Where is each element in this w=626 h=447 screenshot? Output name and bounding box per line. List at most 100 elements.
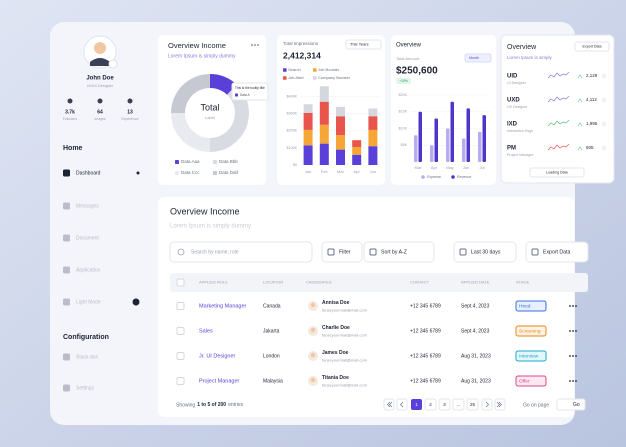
row-menu-dot[interactable] bbox=[575, 330, 577, 332]
menu-dot bbox=[257, 44, 259, 46]
location: Jakarta bbox=[263, 328, 280, 334]
filter-button[interactable] bbox=[321, 241, 363, 263]
loading-button[interactable] bbox=[529, 167, 585, 178]
go-input[interactable] bbox=[556, 398, 586, 411]
row-menu-dot[interactable] bbox=[572, 355, 574, 357]
export-button[interactable] bbox=[574, 41, 610, 52]
page-number: 25 bbox=[470, 402, 476, 407]
row-menu-dot[interactable] bbox=[575, 380, 577, 382]
row-checkbox[interactable] bbox=[176, 352, 185, 360]
range-icon bbox=[459, 248, 467, 256]
page-nav[interactable] bbox=[494, 398, 506, 411]
export-button[interactable] bbox=[525, 241, 589, 263]
role-code: IXD bbox=[507, 122, 518, 128]
row-menu-dot[interactable] bbox=[572, 380, 574, 382]
sort-button[interactable] bbox=[363, 241, 435, 263]
tooltip-swatch bbox=[235, 93, 238, 97]
page-button[interactable] bbox=[411, 399, 422, 410]
column-header: STAGE bbox=[516, 280, 530, 285]
y-tick-label: $200K bbox=[287, 129, 298, 133]
donut-sublabel: Label bbox=[205, 115, 215, 120]
page-nav[interactable] bbox=[383, 398, 395, 411]
row-menu-dot[interactable] bbox=[575, 305, 577, 307]
contact: +12 345 6789 bbox=[410, 303, 441, 309]
location: Malaysia bbox=[263, 378, 283, 384]
page-button[interactable] bbox=[452, 398, 465, 411]
nav-item[interactable]: Application bbox=[76, 267, 101, 273]
bar bbox=[462, 138, 466, 162]
nav-item[interactable]: Light Mode bbox=[76, 299, 101, 305]
row-menu-dot[interactable] bbox=[569, 305, 571, 307]
nav-item[interactable]: Stack.don bbox=[76, 354, 98, 360]
chevron bbox=[496, 401, 502, 408]
page-button[interactable] bbox=[466, 398, 479, 411]
legend-label: Data Bbb bbox=[219, 159, 238, 164]
trend-icon bbox=[577, 122, 583, 127]
row-arrow[interactable] bbox=[601, 145, 607, 151]
row-menu-dot[interactable] bbox=[569, 355, 571, 357]
row-arrow[interactable] bbox=[601, 73, 607, 79]
bar-segment bbox=[336, 116, 345, 136]
page-button[interactable] bbox=[424, 398, 437, 411]
candidate-email: fanseyourmail@mail.com bbox=[322, 383, 368, 388]
card-income bbox=[158, 35, 266, 185]
period-dropdown[interactable] bbox=[345, 39, 382, 50]
applied-role: Jr. UI Designer bbox=[199, 353, 236, 359]
row-checkbox[interactable] bbox=[176, 302, 185, 310]
row-menu-dot[interactable] bbox=[575, 355, 577, 357]
role-name: Interaction Dsgn bbox=[507, 129, 533, 133]
role-value: 1,995 bbox=[586, 121, 598, 126]
legend-label: Expense bbox=[427, 175, 441, 179]
sparkline bbox=[547, 71, 570, 79]
column-header: CONTACT bbox=[410, 280, 430, 285]
row-menu-dot[interactable] bbox=[572, 305, 574, 307]
row-menu-dot[interactable] bbox=[569, 380, 571, 382]
page-button[interactable] bbox=[438, 398, 451, 411]
row-checkbox[interactable] bbox=[176, 377, 185, 385]
row-arrow[interactable] bbox=[601, 121, 607, 127]
row-menu-dot[interactable] bbox=[572, 330, 574, 332]
period-dropdown[interactable] bbox=[464, 53, 492, 63]
menu-dot[interactable] bbox=[251, 44, 253, 46]
contact: +12 345 6789 bbox=[410, 328, 441, 334]
legend-swatch bbox=[421, 175, 425, 179]
applied-date: Aug 31, 2023 bbox=[461, 353, 491, 359]
stat-label: Images bbox=[94, 117, 105, 121]
stage-label: Interview bbox=[519, 353, 539, 359]
avatar-badge[interactable] bbox=[108, 59, 118, 69]
page-nav[interactable] bbox=[481, 398, 493, 411]
stat-label: Experience bbox=[122, 117, 139, 121]
tooltip bbox=[231, 82, 269, 101]
x-tick-label: Apr bbox=[354, 169, 361, 174]
stage-badge bbox=[515, 350, 547, 362]
nav-icon bbox=[63, 266, 70, 274]
card-roles bbox=[500, 34, 615, 184]
nav-item[interactable]: Settings bbox=[76, 385, 95, 391]
bar bbox=[466, 108, 470, 162]
legend-label: Data Aaa bbox=[181, 159, 200, 164]
range-button[interactable] bbox=[453, 241, 517, 263]
search-box[interactable] bbox=[169, 241, 313, 263]
nav-item[interactable]: Messages bbox=[76, 203, 99, 209]
search-placeholder: Search by name, role bbox=[191, 249, 239, 255]
applied-role: Sales bbox=[199, 328, 213, 334]
nav-icon bbox=[63, 234, 70, 242]
bar bbox=[446, 128, 450, 162]
legend-label: Revenue bbox=[457, 175, 471, 179]
nav-item[interactable]: Dashboard bbox=[76, 170, 101, 176]
header-checkbox[interactable] bbox=[176, 278, 185, 287]
mode-toggle[interactable] bbox=[132, 298, 140, 306]
sort-icon bbox=[369, 248, 377, 256]
page-nav[interactable] bbox=[396, 398, 408, 411]
row-arrow[interactable] bbox=[601, 97, 607, 103]
row-checkbox[interactable] bbox=[176, 327, 185, 335]
row-menu-dot[interactable] bbox=[569, 330, 571, 332]
location: Canada bbox=[263, 303, 281, 309]
period-label: Month bbox=[469, 56, 479, 60]
bar-segment bbox=[336, 149, 345, 165]
nav-item[interactable]: Document bbox=[76, 235, 99, 241]
bar-segment bbox=[303, 145, 313, 165]
y-tick-label: $400K bbox=[287, 95, 298, 99]
table-title: Overview Income bbox=[170, 206, 240, 216]
